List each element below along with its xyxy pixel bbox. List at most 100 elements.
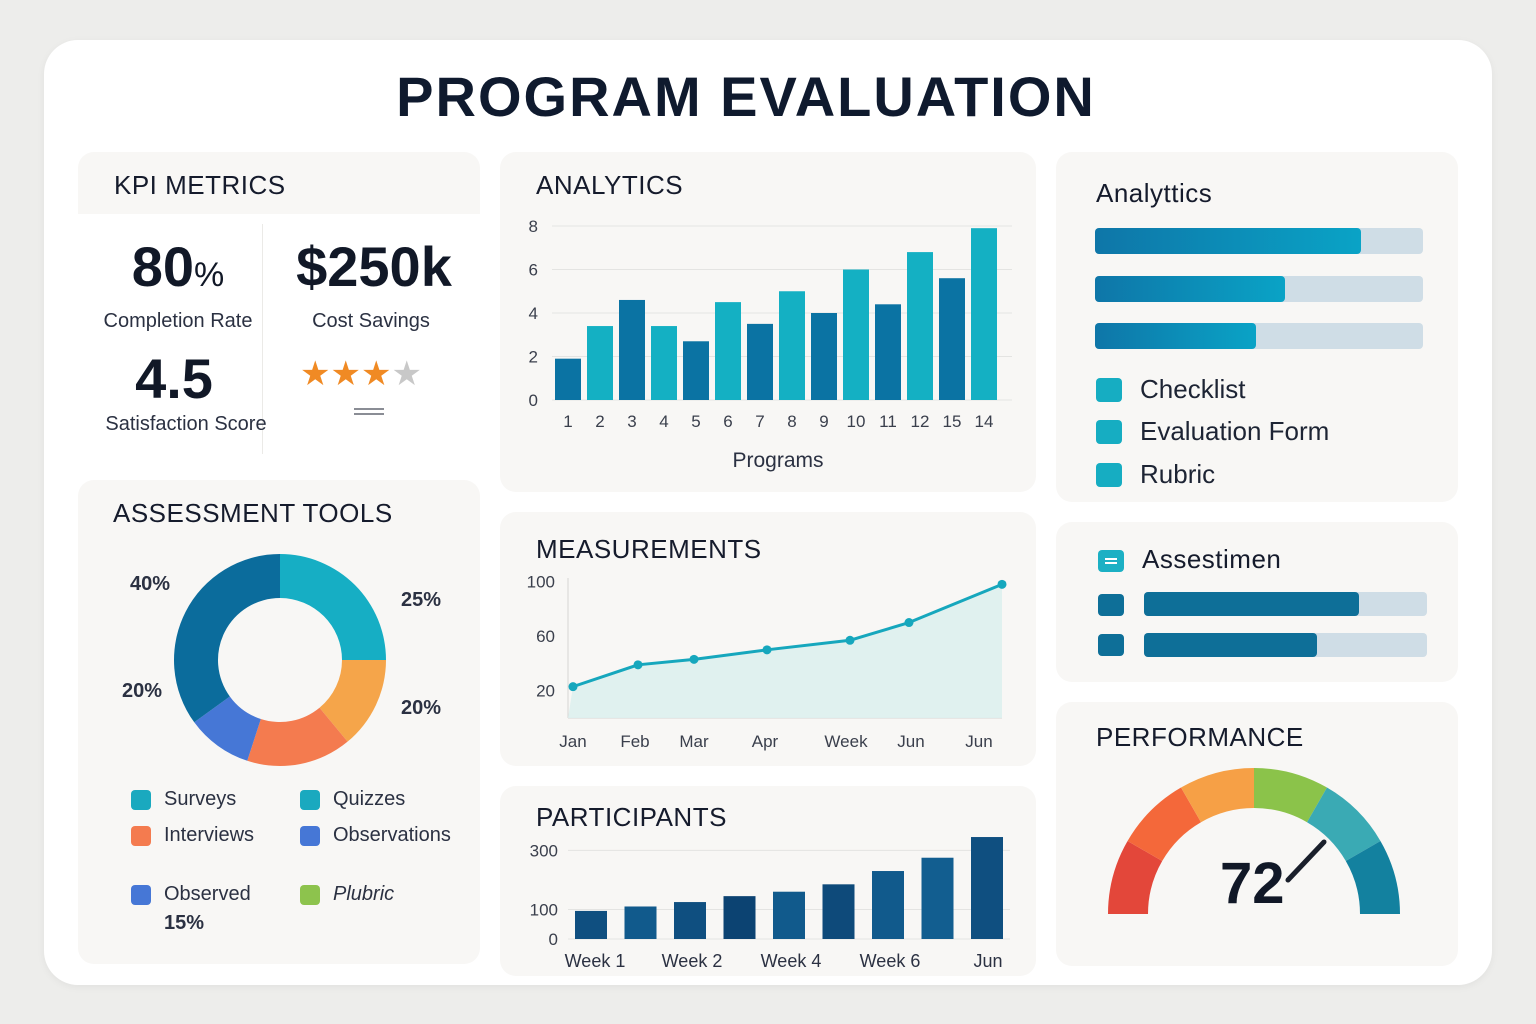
participants-bar-chart: 300 100 0 Week 1 Week 2 Week 4 Week 6 Jun (530, 837, 1010, 971)
x-tick-label: 1 (563, 412, 572, 431)
kpi-card (78, 214, 480, 456)
analyttics-bar-3 (1095, 323, 1423, 349)
legend-quizzes: Quizzes (300, 788, 405, 811)
bar (811, 313, 837, 400)
x-tick-label: Week (824, 732, 868, 751)
measurements-panel: MEASUREMENTS 100 60 20 Jan Feb Mar Apr Week Jun J… (500, 512, 1036, 766)
bar (747, 323, 773, 400)
y-tick-label: 0 (529, 391, 538, 410)
x-tick-label: 14 (975, 412, 994, 431)
bar (619, 299, 645, 400)
bar (822, 884, 855, 939)
completion-unit: % (194, 256, 225, 294)
star-empty-icon: ★ (391, 355, 422, 393)
x-tick-label: Week 6 (860, 951, 921, 971)
legend-swatch (131, 825, 151, 846)
legend-evaluation-form: Evaluation Form (1096, 416, 1329, 447)
legend-label: Plubric (333, 883, 395, 905)
data-point (633, 660, 643, 670)
legend-checklist: Checklist (1096, 374, 1245, 405)
bar (624, 906, 657, 939)
assestimen-title: Assestimen (1142, 544, 1282, 574)
donut-slice (174, 554, 280, 723)
bar (779, 291, 805, 400)
satisfaction-score-value: 4.5 (135, 347, 213, 410)
legend-interviews: Interviews (131, 824, 254, 847)
completion-rate-value: 80% (98, 234, 258, 299)
data-point (904, 618, 914, 628)
analytics-panel: ANALYTICS 8 6 4 2 0 1 2 3 4 5 6 7 8 9 10 11 12 15 14 Progra… (500, 152, 1036, 492)
legend-observed: Observed (131, 883, 251, 906)
bar (971, 837, 1003, 939)
performance-value: 72 (1220, 851, 1285, 916)
gauge-segment (1254, 768, 1327, 823)
donut-slice (194, 696, 261, 761)
bar (651, 326, 677, 400)
legend-label: Observed (164, 883, 251, 905)
bar (971, 228, 997, 400)
bar (939, 278, 965, 400)
x-tick-label: 5 (691, 412, 700, 431)
kpi-title: KPI METRICS (114, 170, 286, 200)
bar (683, 341, 709, 400)
star-filled-icon: ★ (360, 355, 392, 393)
analyttics-panel: Analyttics Checklist Evaluation Form Rub… (1056, 152, 1458, 502)
legend-label: Interviews (164, 824, 255, 846)
bar (723, 896, 756, 939)
gauge-segment (1108, 841, 1163, 914)
y-tick-label: 100 (530, 900, 558, 919)
bar (872, 871, 904, 939)
bar (555, 358, 581, 400)
assessment-donut-chart: 25% 20% 20% 40% (122, 554, 441, 766)
legend-label: Observations (333, 824, 451, 846)
measurements-area-chart: 100 60 20 Jan Feb Mar Apr Week Jun Jun (527, 573, 1007, 751)
x-axis-label: Programs (732, 449, 823, 472)
participants-title: PARTICIPANTS (536, 802, 727, 832)
slice-label: 40% (130, 573, 170, 595)
x-tick-label: Jun (973, 951, 1002, 971)
donut-slice (280, 554, 386, 660)
assestimen-bar-1-fill (1144, 592, 1360, 616)
legend-surveys: Surveys (131, 788, 236, 811)
legend-observations: Observations (300, 824, 451, 847)
bar (921, 857, 954, 939)
gauge-needle (1285, 839, 1327, 883)
gauge-segment (1127, 787, 1201, 861)
bar-marker-icon (1098, 634, 1124, 656)
x-tick-label: 7 (755, 412, 764, 431)
bar (875, 304, 901, 400)
y-tick-label: 8 (529, 217, 538, 236)
legend-label: Quizzes (333, 788, 406, 810)
area-fill (568, 584, 1002, 718)
assestimen-bar-2 (1144, 633, 1427, 657)
bar (843, 269, 869, 400)
legend-label: Surveys (164, 788, 237, 810)
analytics-title: ANALYTICS (536, 170, 684, 200)
gauge-segment (1307, 787, 1381, 861)
legend-swatch (1096, 462, 1122, 487)
legend-swatch (131, 789, 151, 810)
bar (715, 302, 741, 400)
x-tick-label: Week 2 (662, 951, 723, 971)
data-point (568, 682, 578, 692)
assestimen-bar-2-fill (1144, 633, 1317, 657)
legend-swatch (1096, 377, 1122, 402)
star-filled-icon: ★ (330, 355, 361, 393)
x-tick-label: 3 (627, 412, 636, 431)
y-tick-label: 60 (536, 627, 555, 646)
bar-marker-icon (1098, 594, 1124, 616)
data-point (762, 645, 772, 655)
gauge-segment (1345, 841, 1400, 914)
performance-gauge (1108, 768, 1400, 914)
x-tick-label: Week 4 (761, 951, 822, 971)
analyttics-bar-1-fill (1095, 228, 1361, 254)
kpi-panel: KPI METRICS 80% Completion Rate $250k Co… (78, 152, 480, 456)
x-tick-label: Week 1 (565, 951, 626, 971)
slice-label: 20% (401, 697, 441, 719)
y-tick-label: 4 (529, 304, 538, 323)
legend-swatch (131, 884, 151, 905)
x-tick-label: Jun (897, 732, 924, 751)
data-point (997, 579, 1007, 589)
measurements-title: MEASUREMENTS (536, 534, 762, 564)
